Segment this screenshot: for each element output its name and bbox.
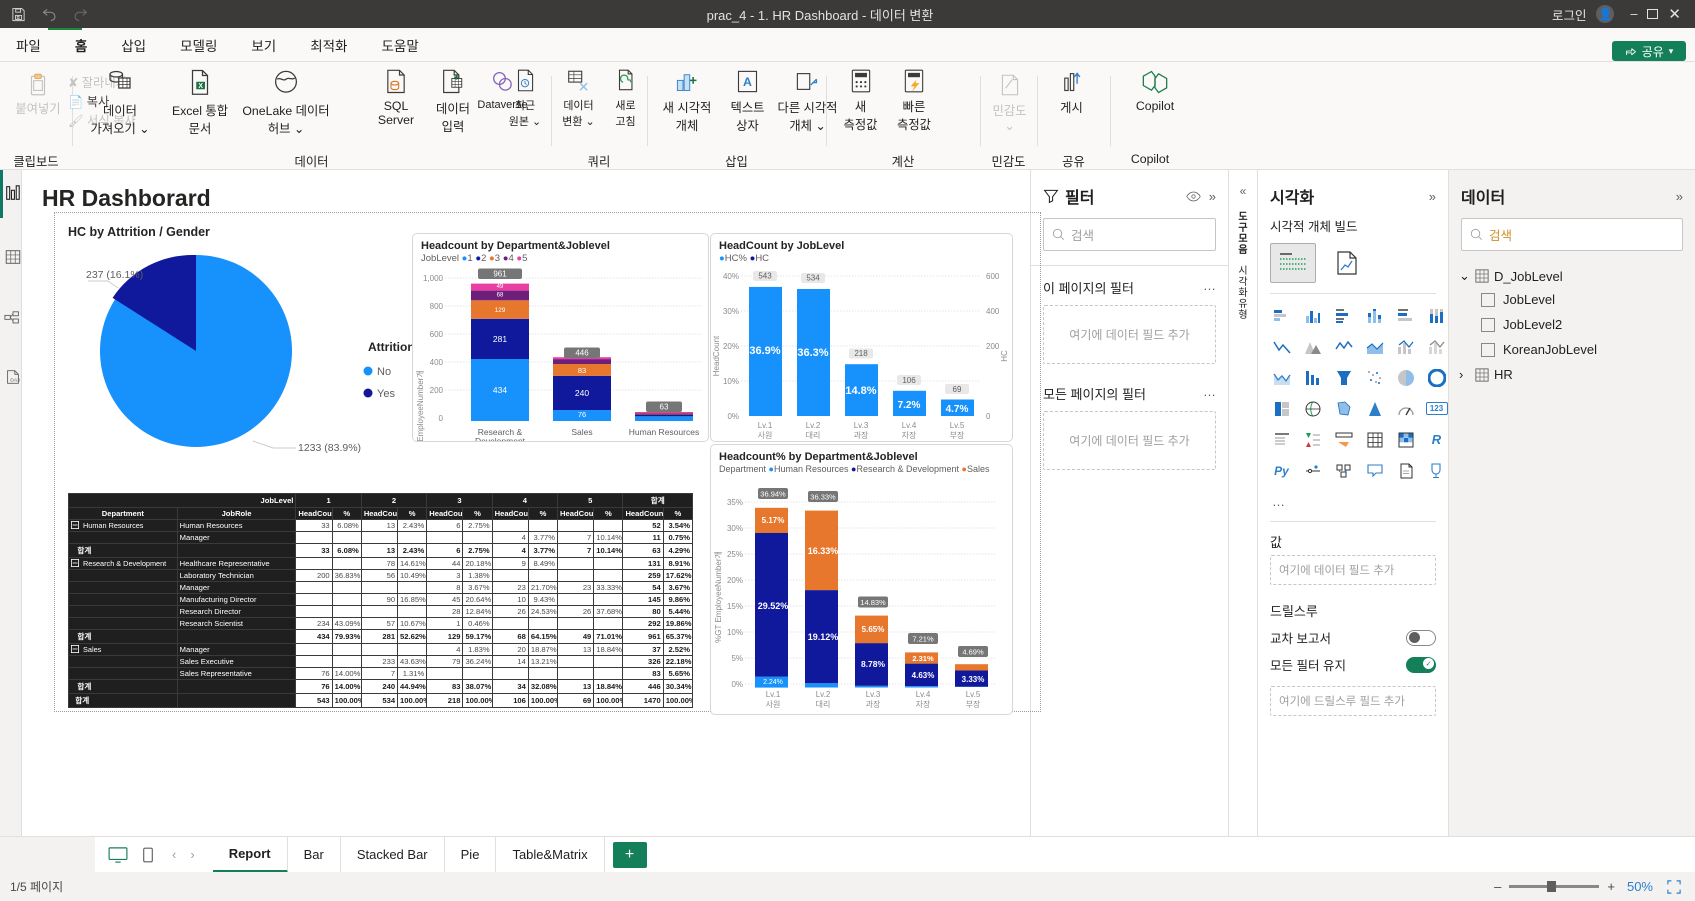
svg-text:446: 446 — [575, 349, 589, 358]
svg-text:과장: 과장 — [854, 430, 869, 440]
svg-text:5.17%: 5.17% — [762, 516, 785, 525]
svg-text:10%: 10% — [727, 628, 743, 637]
svg-text:14.83%: 14.83% — [860, 598, 886, 607]
svg-text:20%: 20% — [727, 576, 743, 585]
svg-text:Human Resources: Human Resources — [629, 427, 699, 437]
svg-text:5%: 5% — [731, 654, 743, 663]
svg-text:자장: 자장 — [916, 699, 931, 709]
svg-text:Lv.1: Lv.1 — [758, 421, 773, 430]
svg-text:4.7%: 4.7% — [946, 404, 969, 415]
svg-text:EmployeeNumber개: EmployeeNumber개 — [415, 370, 425, 441]
svg-text:부장: 부장 — [950, 430, 965, 440]
svg-text:281: 281 — [493, 334, 507, 344]
svg-text:1,000: 1,000 — [423, 274, 444, 283]
svg-text:Lv.5: Lv.5 — [966, 690, 981, 699]
svg-text:대리: 대리 — [816, 700, 831, 709]
svg-text:19.12%: 19.12% — [808, 632, 839, 642]
svg-text:사원: 사원 — [758, 431, 773, 440]
svg-text:543: 543 — [758, 272, 772, 281]
svg-text:Lv.2: Lv.2 — [806, 421, 821, 430]
svg-text:부장: 부장 — [966, 699, 981, 709]
svg-text:106: 106 — [902, 376, 916, 385]
svg-text:4.69%: 4.69% — [962, 648, 984, 657]
svg-text:15%: 15% — [727, 602, 743, 611]
svg-text:0: 0 — [986, 412, 991, 421]
svg-text:30%: 30% — [727, 524, 743, 533]
svg-text:5.65%: 5.65% — [862, 625, 885, 634]
svg-text:Lv.3: Lv.3 — [854, 421, 869, 430]
svg-text:0%: 0% — [731, 680, 743, 689]
svg-text:36.3%: 36.3% — [797, 347, 828, 359]
svg-text:36.9%: 36.9% — [749, 345, 780, 357]
svg-text:83: 83 — [578, 366, 586, 375]
svg-text:Attrition: Attrition — [368, 340, 413, 354]
svg-text:40%: 40% — [723, 272, 739, 281]
svg-text:No: No — [377, 366, 391, 378]
svg-text:7.2%: 7.2% — [898, 400, 921, 411]
svg-text:2.24%: 2.24% — [763, 679, 783, 686]
svg-text:Sales: Sales — [571, 427, 592, 437]
svg-text:Lv.1: Lv.1 — [766, 690, 781, 699]
svg-text:Lv.4: Lv.4 — [902, 421, 917, 430]
svg-text:Development: Development — [475, 436, 526, 441]
svg-text:200: 200 — [430, 386, 444, 395]
svg-text:200: 200 — [986, 342, 1000, 351]
svg-text:30%: 30% — [723, 307, 739, 316]
svg-text:68: 68 — [497, 293, 504, 299]
svg-text:0%: 0% — [727, 412, 739, 421]
svg-text:25%: 25% — [727, 550, 743, 559]
svg-text:HC: HC — [1000, 350, 1009, 362]
svg-text:2.31%: 2.31% — [912, 654, 934, 663]
svg-text:4.63%: 4.63% — [912, 671, 935, 680]
svg-text:237 (16.1%): 237 (16.1%) — [86, 269, 143, 281]
svg-text:800: 800 — [430, 302, 444, 311]
svg-text:Lv.5: Lv.5 — [950, 421, 965, 430]
svg-text:대리: 대리 — [806, 431, 821, 440]
svg-text:16.33%: 16.33% — [808, 546, 839, 556]
svg-text:3.33%: 3.33% — [962, 675, 985, 684]
svg-text:과장: 과장 — [866, 699, 881, 709]
svg-text:사원: 사원 — [766, 700, 781, 709]
svg-text:434: 434 — [493, 385, 507, 395]
svg-text:400: 400 — [986, 307, 1000, 316]
svg-text:240: 240 — [575, 388, 589, 398]
svg-text:218: 218 — [854, 349, 868, 358]
svg-text:36.94%: 36.94% — [760, 490, 786, 499]
svg-text:7.21%: 7.21% — [912, 635, 934, 644]
svg-text:14.8%: 14.8% — [845, 385, 876, 397]
svg-text:자장: 자장 — [902, 430, 917, 440]
svg-text:534: 534 — [806, 274, 820, 283]
svg-text:961: 961 — [493, 270, 507, 279]
svg-text:400: 400 — [430, 358, 444, 367]
svg-text:76: 76 — [578, 410, 586, 419]
svg-text:10%: 10% — [723, 377, 739, 386]
svg-text:Lv.4: Lv.4 — [916, 690, 931, 699]
svg-text:%GT EmployeeNumber개: %GT EmployeeNumber개 — [713, 551, 723, 643]
svg-text:69: 69 — [953, 385, 962, 394]
svg-text:29.52%: 29.52% — [758, 601, 789, 611]
svg-text:1233 (83.9%): 1233 (83.9%) — [298, 442, 361, 454]
svg-text:49: 49 — [497, 284, 504, 290]
svg-text:Yes: Yes — [377, 388, 395, 400]
svg-text:129: 129 — [495, 307, 506, 314]
svg-text:600: 600 — [430, 330, 444, 339]
svg-text:36.33%: 36.33% — [810, 493, 836, 502]
svg-text:0: 0 — [439, 414, 444, 423]
svg-text:600: 600 — [986, 272, 1000, 281]
svg-text:Lv.2: Lv.2 — [816, 690, 831, 699]
svg-text:HeadCount: HeadCount — [712, 335, 721, 376]
svg-text:63: 63 — [660, 403, 669, 412]
svg-text:20%: 20% — [723, 342, 739, 351]
svg-text:8.78%: 8.78% — [861, 659, 886, 669]
svg-text:Lv.3: Lv.3 — [866, 690, 881, 699]
svg-text:35%: 35% — [727, 498, 743, 507]
